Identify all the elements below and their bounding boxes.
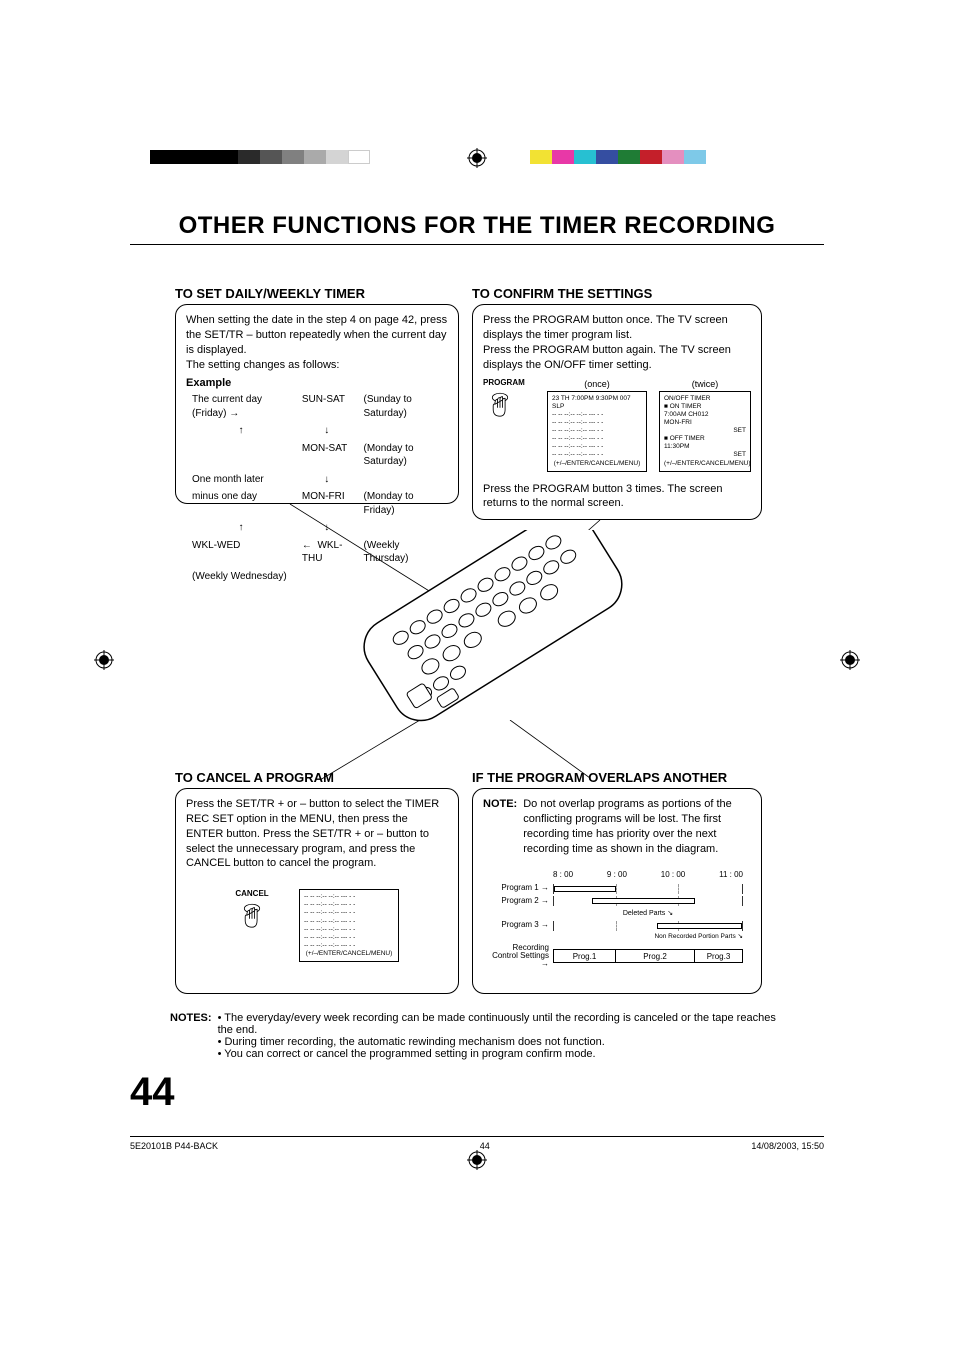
screen-program-list: 23 TH 7:00PM 9:30PM 007 SLP -- -- --:-- … — [547, 391, 647, 472]
note-label: NOTE: — [483, 797, 517, 856]
note-body: Do not overlap programs as portions of t… — [523, 797, 751, 856]
screen-cancel: -- -- --:-- --:-- --- - - -- -- --:-- --… — [299, 889, 399, 962]
panel-overlap: NOTE: Do not overlap programs as portion… — [472, 788, 762, 994]
notes-section: NOTES: The everyday/every week recording… — [170, 1012, 784, 1060]
registration-mark-icon — [467, 1150, 487, 1170]
note-item: During timer recording, the automatic re… — [218, 1036, 784, 1048]
notes-label: NOTES: — [170, 1012, 212, 1060]
panel-confirm: Press the PROGRAM button once. The TV sc… — [472, 304, 762, 520]
page-footer: 5E20101B P44-BACK 44 14/08/2003, 15:50 — [130, 1136, 824, 1151]
heading-confirm: TO CONFIRM THE SETTINGS — [472, 286, 652, 301]
footer-left: 5E20101B P44-BACK — [130, 1141, 218, 1151]
registration-mark-icon — [840, 650, 860, 670]
registration-mark-icon — [467, 148, 487, 168]
screen-onoff-timer: ON/OFF TIMER ■ ON TIMER 7:00AM CH012 MON… — [659, 391, 751, 472]
color-registration-bar — [530, 150, 706, 164]
heading-overlap: IF THE PROGRAM OVERLAPS ANOTHER — [472, 770, 727, 785]
panel-cancel: Press the SET/TR + or – button to select… — [175, 788, 459, 994]
grayscale-registration-bar — [150, 150, 370, 164]
panel-set-timer: When setting the date in the step 4 on p… — [175, 304, 459, 504]
heading-cancel: TO CANCEL A PROGRAM — [175, 770, 334, 785]
note-item: You can correct or cancel the programmed… — [218, 1048, 784, 1060]
page-title: OTHER FUNCTIONS FOR THE TIMER RECORDING — [0, 212, 954, 240]
once-label: (once) — [547, 378, 647, 390]
program-button-label: PROGRAM — [483, 378, 535, 389]
confirm-intro: Press the PROGRAM button once. The TV sc… — [483, 313, 751, 372]
twice-label: (twice) — [659, 378, 751, 390]
registration-mark-icon — [94, 650, 114, 670]
hand-press-icon — [235, 900, 269, 934]
page-number: 44 — [130, 1070, 175, 1115]
confirm-outro: Press the PROGRAM button 3 times. The sc… — [483, 482, 751, 512]
overlap-timeline-diagram: 8 : 00 9 : 00 10 : 00 11 : 00 Program 1 … — [483, 870, 751, 967]
example-label: Example — [186, 376, 448, 391]
title-rule — [130, 244, 824, 245]
set-timer-intro: When setting the date in the step 4 on p… — [186, 313, 448, 372]
footer-center: 44 — [480, 1141, 490, 1151]
footer-right: 14/08/2003, 15:50 — [751, 1141, 824, 1151]
cancel-button-label: CANCEL — [235, 889, 269, 900]
hand-press-icon — [483, 389, 517, 423]
cancel-body: Press the SET/TR + or – button to select… — [186, 797, 448, 871]
heading-set-timer: TO SET DAILY/WEEKLY TIMER — [175, 286, 365, 301]
note-item: The everyday/every week recording can be… — [218, 1012, 784, 1036]
